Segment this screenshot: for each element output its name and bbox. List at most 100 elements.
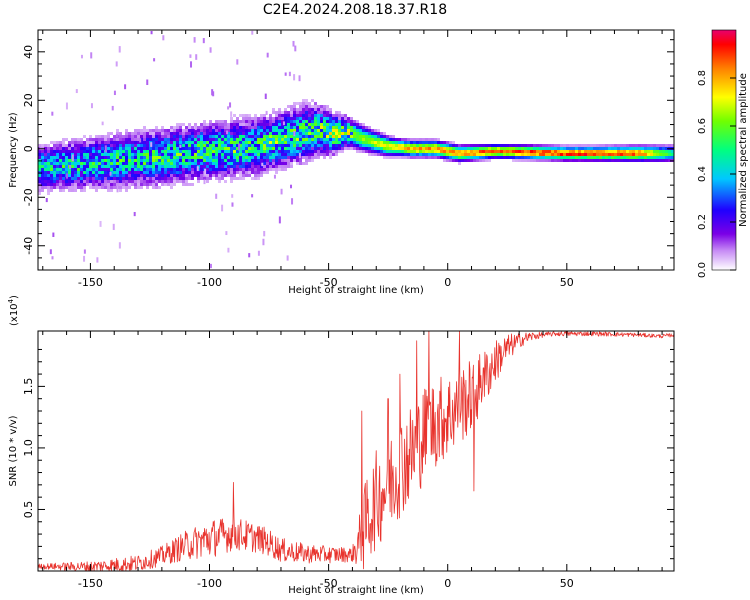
- heatmap-cell: [470, 153, 473, 156]
- heatmap-cell: [278, 135, 281, 138]
- heatmap-cell: [302, 117, 305, 120]
- heatmap-cell: [44, 147, 47, 150]
- heatmap-cell: [365, 126, 368, 129]
- heatmap-cell: [380, 153, 383, 156]
- heatmap-cell: [392, 156, 395, 159]
- heatmap-cell: [158, 171, 161, 174]
- heatmap-speckle: [45, 198, 48, 203]
- heatmap-cell: [197, 135, 200, 138]
- heatmap-cell: [383, 135, 386, 138]
- heatmap-cell: [170, 126, 173, 129]
- heatmap-cell: [554, 153, 557, 156]
- heatmap-cell: [185, 183, 188, 186]
- heatmap-cell: [275, 135, 278, 138]
- heatmap-cell: [185, 153, 188, 156]
- heatmap-cell: [164, 150, 167, 153]
- heatmap-cell: [194, 129, 197, 132]
- heatmap-cell: [56, 141, 59, 144]
- heatmap-cell: [410, 147, 413, 150]
- heatmap-speckle: [262, 238, 265, 246]
- heatmap-cell: [95, 165, 98, 168]
- heatmap-cell: [71, 189, 74, 192]
- x-tick-label: -100: [197, 276, 222, 289]
- heatmap-cell: [446, 141, 449, 144]
- heatmap-cell: [584, 150, 587, 153]
- heatmap-cell: [221, 126, 224, 129]
- heatmap-cell: [137, 159, 140, 162]
- heatmap-cell: [464, 150, 467, 153]
- heatmap-cell: [86, 174, 89, 177]
- heatmap-cell: [260, 120, 263, 123]
- heatmap-cell: [428, 156, 431, 159]
- heatmap-cell: [389, 135, 392, 138]
- heatmap-speckle: [83, 255, 86, 262]
- heatmap-cell: [209, 132, 212, 135]
- y-tick-label: -40: [22, 237, 35, 255]
- heatmap-cell: [77, 186, 80, 189]
- heatmap-cell: [452, 147, 455, 150]
- heatmap-cell: [161, 165, 164, 168]
- heatmap-cell: [572, 150, 575, 153]
- heatmap-cell: [185, 141, 188, 144]
- x-tick-label: -50: [320, 276, 338, 289]
- heatmap-cell: [308, 111, 311, 114]
- heatmap-cell: [236, 177, 239, 180]
- heatmap-cell: [185, 129, 188, 132]
- heatmap-cell: [38, 144, 41, 147]
- heatmap-cell: [593, 147, 596, 150]
- heatmap-cell: [461, 144, 464, 147]
- heatmap-cell: [89, 159, 92, 162]
- heatmap-cell: [650, 159, 653, 162]
- heatmap-cell: [197, 144, 200, 147]
- heatmap-cell: [176, 159, 179, 162]
- heatmap-cell: [215, 165, 218, 168]
- heatmap-cell: [512, 153, 515, 156]
- heatmap-cell: [137, 153, 140, 156]
- heatmap-cell: [293, 123, 296, 126]
- heatmap-cell: [617, 156, 620, 159]
- heatmap-cell: [542, 153, 545, 156]
- heatmap-cell: [308, 105, 311, 108]
- heatmap-cell: [101, 159, 104, 162]
- heatmap-cell: [149, 156, 152, 159]
- heatmap-speckle: [83, 249, 86, 254]
- heatmap-cell: [110, 141, 113, 144]
- heatmap-cell: [125, 186, 128, 189]
- heatmap-cell: [203, 144, 206, 147]
- heatmap-speckle: [193, 37, 196, 43]
- heatmap-cell: [62, 180, 65, 183]
- heatmap-cell: [56, 177, 59, 180]
- heatmap-cell: [134, 147, 137, 150]
- heatmap-cell: [293, 126, 296, 129]
- heatmap-cell: [542, 147, 545, 150]
- heatmap-cell: [143, 168, 146, 171]
- heatmap-cell: [323, 144, 326, 147]
- heatmap-cell: [317, 135, 320, 138]
- heatmap-cell: [170, 150, 173, 153]
- heatmap-cell: [152, 153, 155, 156]
- heatmap-cell: [98, 138, 101, 141]
- heatmap-cell: [215, 144, 218, 147]
- heatmap-cell: [254, 126, 257, 129]
- heatmap-cell: [191, 168, 194, 171]
- heatmap-cell: [452, 159, 455, 162]
- heatmap-cell: [221, 135, 224, 138]
- heatmap-cell: [218, 147, 221, 150]
- heatmap-cell: [395, 141, 398, 144]
- heatmap-cell: [257, 174, 260, 177]
- heatmap-cell: [356, 141, 359, 144]
- heatmap-cell: [74, 168, 77, 171]
- heatmap-cell: [131, 138, 134, 141]
- heatmap-cell: [203, 153, 206, 156]
- heatmap-cell: [311, 156, 314, 159]
- snr-multiplier: (x104): [7, 295, 20, 326]
- heatmap-cell: [242, 174, 245, 177]
- heatmap-cell: [107, 138, 110, 141]
- heatmap-cell: [131, 141, 134, 144]
- heatmap-cell: [350, 141, 353, 144]
- heatmap-cell: [212, 147, 215, 150]
- heatmap-cell: [53, 177, 56, 180]
- heatmap-cell: [233, 123, 236, 126]
- heatmap-cell: [269, 129, 272, 132]
- heatmap-cell: [575, 156, 578, 159]
